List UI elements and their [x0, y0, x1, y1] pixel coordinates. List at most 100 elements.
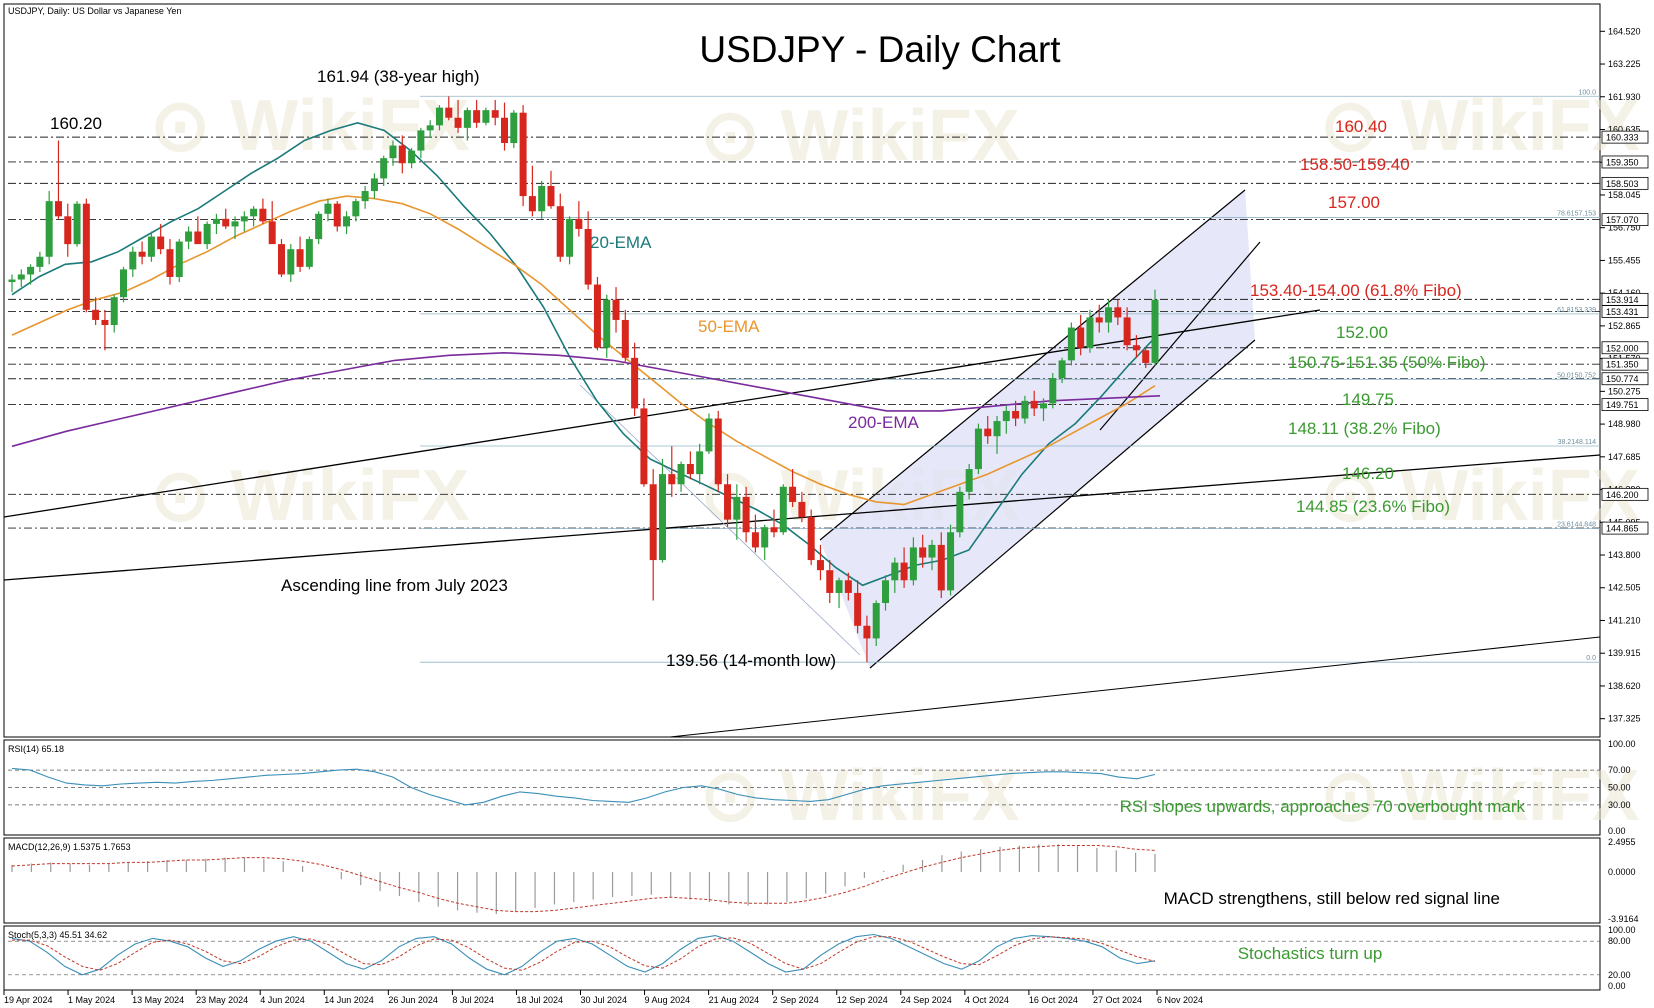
candle-body: [844, 580, 852, 593]
rsi-tick-label: 30.00: [1608, 800, 1631, 810]
candle-body: [54, 201, 62, 217]
rsi-tick-label: 0.00: [1608, 826, 1626, 836]
candle-body: [993, 421, 1001, 437]
price-marker-box: [1601, 213, 1649, 227]
date-tick-label: 19 Apr 2024: [4, 995, 53, 1005]
price-marker-box: [1601, 176, 1649, 190]
price-marker-label: 153.914: [1606, 295, 1639, 305]
annotation-label: 139.56 (14-month low): [666, 651, 836, 670]
indicator-label: Stoch(5,3,3) 45.51 34.62: [8, 930, 107, 940]
candle-body: [974, 428, 982, 470]
candle-body: [287, 249, 295, 275]
stoch-tick-label: 20.00: [1608, 970, 1631, 980]
price-tick-label: 147.685: [1608, 452, 1641, 462]
watermark-mark: ⊙ WikiFX: [1320, 756, 1640, 836]
price-tick-label: 152.865: [1608, 321, 1641, 331]
annotation-label: 20-EMA: [590, 233, 652, 252]
macd-tick-label: 0.0000: [1608, 867, 1636, 877]
candle-body: [779, 486, 787, 533]
date-tick-label: 12 Sep 2024: [837, 995, 888, 1005]
candle-body: [268, 221, 276, 245]
macd-tick-label: -3.9164: [1608, 914, 1639, 924]
candle-body: [751, 532, 759, 548]
chart-title: USDJPY - Daily Chart: [699, 29, 1061, 70]
candle-body: [1030, 400, 1038, 409]
candle-body: [305, 239, 313, 267]
candle-body: [417, 130, 425, 151]
price-marker-label: 151.350: [1606, 360, 1639, 370]
indicator-label: RSI(14) 65.18: [8, 744, 64, 754]
candle-body: [612, 299, 620, 320]
candle-body: [807, 517, 815, 561]
candle-body: [593, 284, 601, 348]
price-marker-box: [1601, 372, 1649, 386]
date-tick-label: 16 Oct 2024: [1029, 995, 1078, 1005]
price-marker-box: [1601, 357, 1649, 371]
fibo-label: 50.0150.752: [1557, 372, 1596, 379]
price-marker-label: 149.751: [1606, 400, 1639, 410]
wikifx-watermark: ⊙ WikiFX ⊙ WikiFX ⊙ WikiFX ⊙ WikiFX ⊙ WikiFX…: [150, 86, 1640, 836]
candle-body: [212, 218, 220, 224]
candle-body: [547, 185, 555, 207]
macd-note: MACD strengthens, still below red signal…: [1164, 889, 1500, 908]
price-tick-label: 139.915: [1608, 648, 1641, 658]
candle-body: [1095, 317, 1103, 323]
candle-body: [73, 203, 81, 245]
watermark-mark: ⊙ WikiFX: [1320, 456, 1640, 536]
price-marker-box: [1601, 521, 1649, 535]
candle-body: [538, 185, 546, 212]
candle-body: [445, 107, 453, 118]
annotations: 161.94 (38-year high) 160.20 160.40 158.50-…: [50, 67, 1486, 670]
candle-body: [1086, 317, 1094, 348]
ema-line: [11, 121, 1156, 587]
fibo-label: 23.6144.848: [1557, 522, 1596, 529]
candle-body: [92, 309, 100, 320]
candle-body: [166, 249, 174, 277]
main-panel-frame: [3, 3, 1601, 738]
candle-body: [965, 469, 973, 492]
date-tick-label: 21 Aug 2024: [709, 995, 760, 1005]
annotation-label: 157.00: [1328, 193, 1380, 212]
price-marker-box: [1601, 305, 1649, 318]
candle-body: [352, 201, 360, 217]
candle-body: [36, 256, 44, 267]
candle-body: [45, 201, 53, 257]
date-tick-label: 4 Oct 2024: [965, 995, 1009, 1005]
stoch-k-line: [11, 933, 1156, 976]
watermark-mark: ⊙ WikiFX: [150, 456, 470, 536]
candle-body: [835, 580, 843, 593]
candle-body: [101, 319, 109, 326]
price-tick-label: 163.225: [1608, 59, 1641, 69]
candle-body: [203, 223, 211, 245]
price-tick-label: 158.045: [1608, 190, 1641, 200]
candle-body: [770, 527, 778, 533]
price-tick-label: 150.275: [1608, 386, 1641, 396]
ema-line: [11, 195, 1156, 506]
price-marker-label: 159.350: [1606, 157, 1639, 167]
candle-body: [175, 241, 183, 277]
macd-signal-line: [11, 845, 1156, 913]
watermark-mark: ⊙ WikiFX: [700, 96, 1020, 176]
price-tick-label: 148.980: [1608, 419, 1641, 429]
macd-tick-label: 2.4955: [1608, 837, 1636, 847]
price-marker-box: [1601, 398, 1649, 411]
candle-body: [370, 178, 378, 192]
candle-body: [519, 112, 527, 197]
candle-body: [631, 357, 639, 409]
annotation-label: 146.20: [1342, 464, 1394, 483]
fibo-diagonal: [579, 384, 861, 656]
candle-body: [157, 236, 165, 250]
candle-body: [621, 319, 629, 358]
price-tick-label: 142.505: [1608, 583, 1641, 593]
candle-body: [315, 213, 323, 240]
candle-body: [854, 592, 862, 626]
candle-body: [333, 203, 341, 227]
watermark-mark: ⊙ WikiFX: [700, 756, 1020, 836]
candle-body: [649, 484, 657, 561]
trend-line-1: [3, 309, 1321, 518]
stoch-d-line: [12, 936, 1156, 971]
annotation-label: 148.11 (38.2% Fibo): [1288, 419, 1441, 438]
candle-body: [510, 112, 518, 144]
rsi-line: [11, 767, 1156, 806]
